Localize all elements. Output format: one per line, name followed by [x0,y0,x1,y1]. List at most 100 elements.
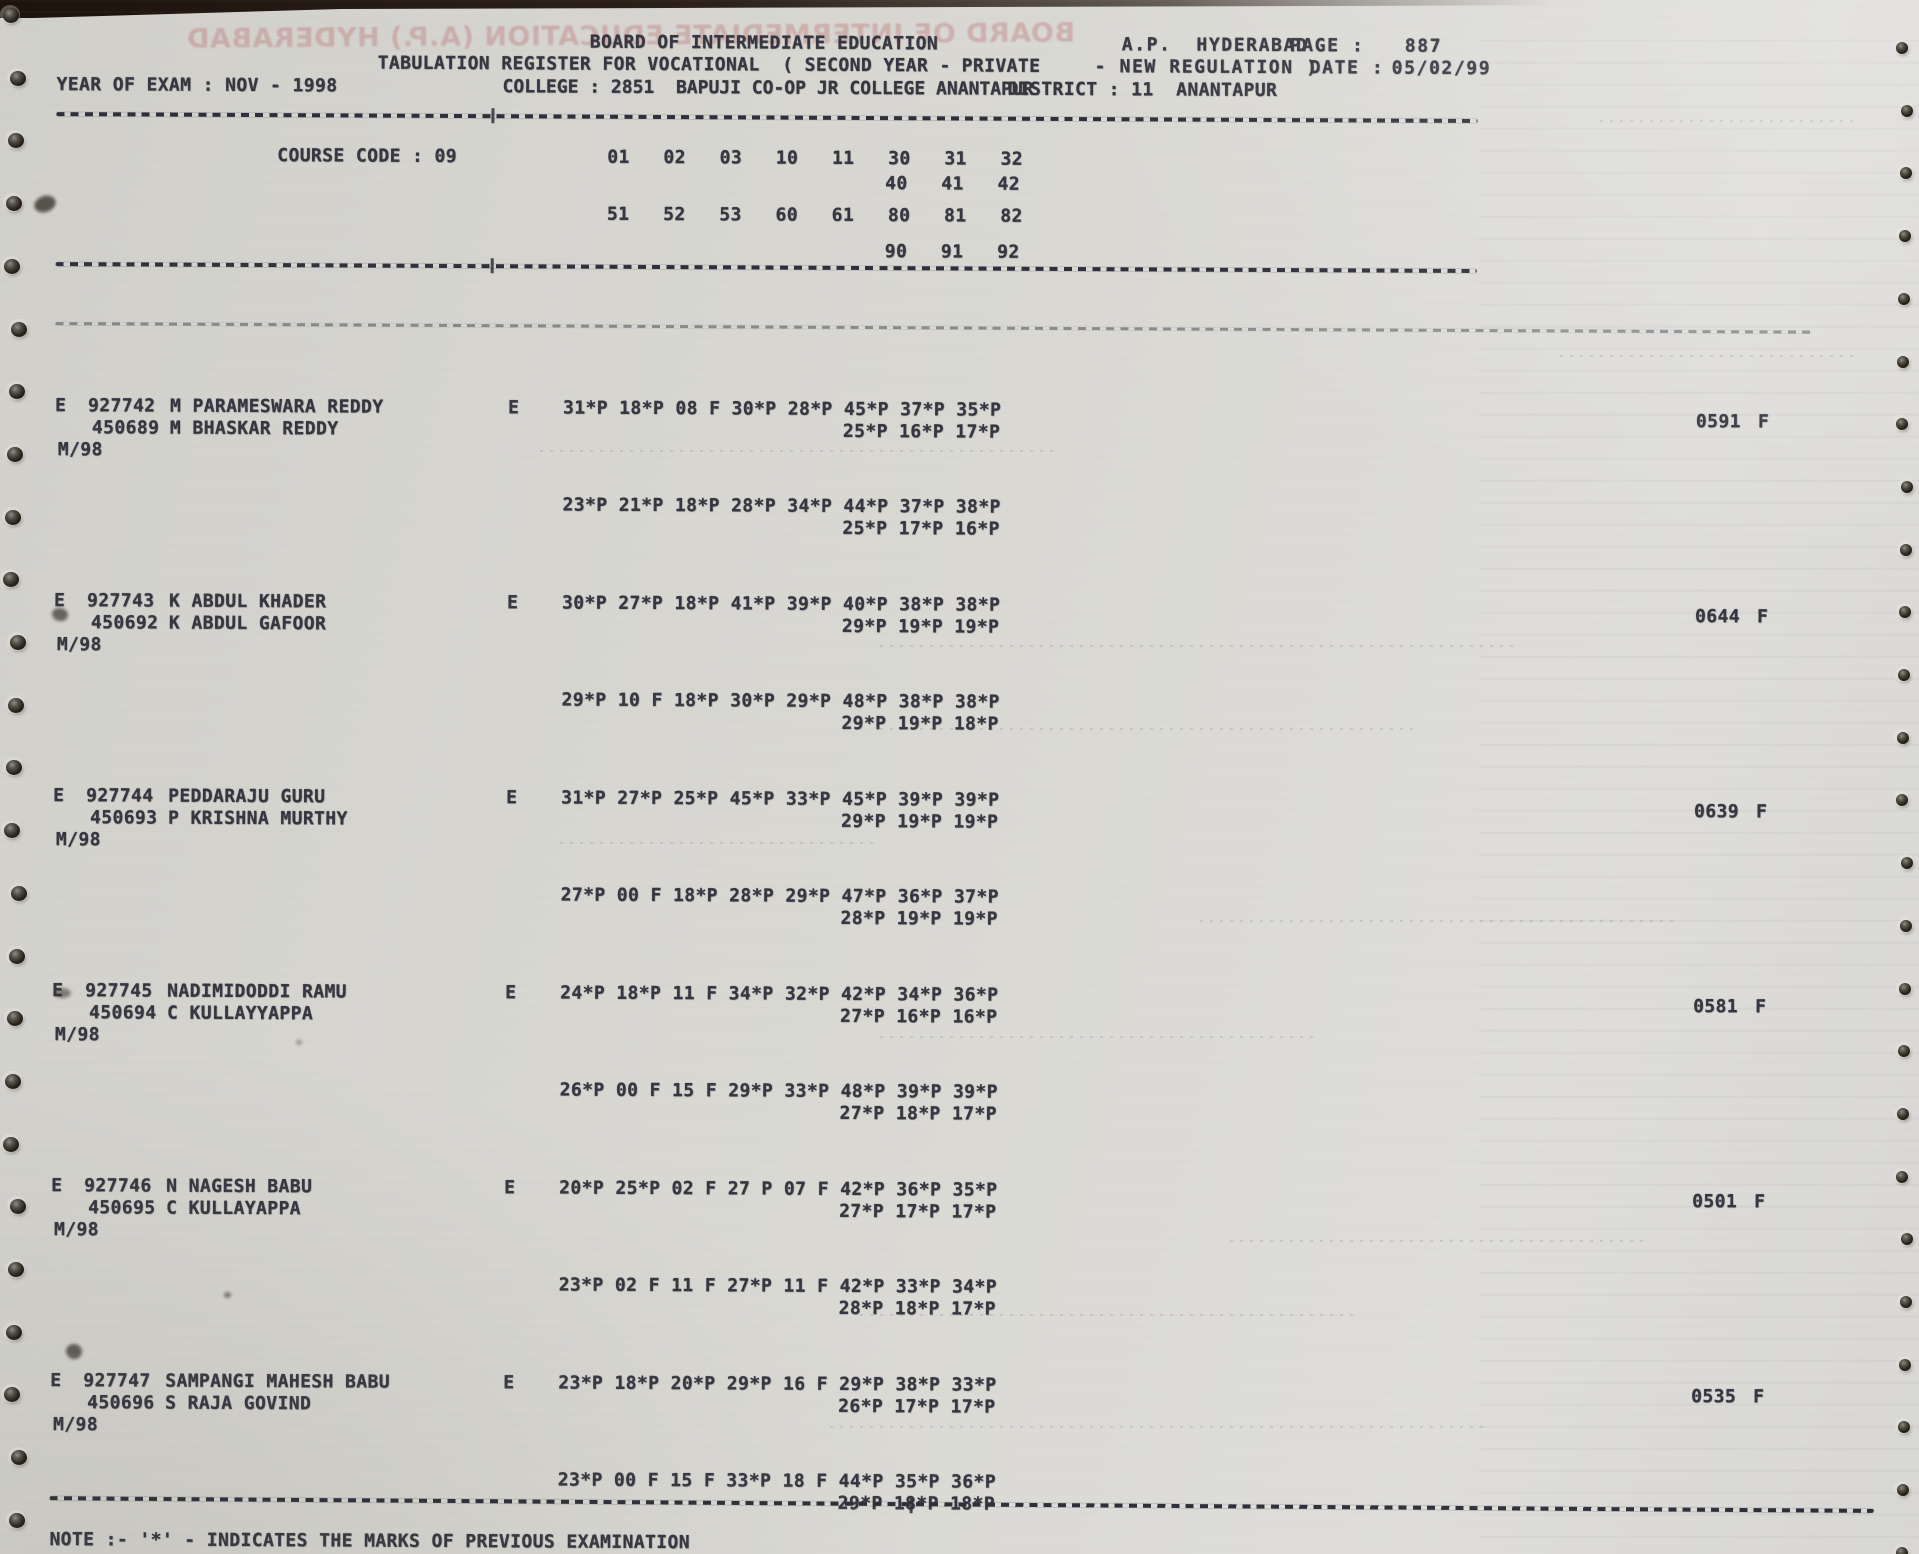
student-name: PEDDARAJU GURU [168,785,326,808]
exam-flag: E [54,395,67,417]
result-flag: F [1756,801,1768,823]
medium-flag: E [505,982,517,1004]
father-name: M BHASKAR REDDY [169,417,339,440]
medium-flag: E [507,592,519,614]
sprocket-hole-left [4,823,20,839]
sprocket-hole-left [6,760,22,776]
bleedthrough-dotted-row [1230,1240,1650,1242]
board-title: BOARD OF INTERMEDIATE EDUCATION [589,31,939,55]
sprocket-hole-left [8,1262,24,1277]
sprocket-hole-left [7,446,23,462]
date-value: 05/02/99 [1391,57,1492,80]
month-year: M/98 [54,1024,100,1046]
marks-row1-part1: 31*P 27*P 25*P 45*P 33*P 45*P 39*P 39*P [561,787,1000,811]
marks-row1-part1: 30*P 27*P 18*P 41*P 39*P 40*P 38*P 38*P [562,592,1001,616]
marks-row2-part2: 25*P 17*P 16*P [842,517,1000,540]
sprocket-hole-left [8,697,24,713]
student-record: E 927743 K ABDUL KHADER E 30*P 27*P 18*P… [0,590,1916,795]
sprocket-hole-right [1896,42,1908,54]
marks-row2-part2: 28*P 19*P 19*P [840,907,998,930]
sprocket-hole-right [1899,982,1911,995]
sprocket-hole-right [1900,167,1912,180]
previous-number: 450694 [89,1002,157,1024]
bleedthrough-dotted-row [1200,920,1680,922]
month-year: M/98 [52,1414,99,1436]
sprocket-hole-right [1897,731,1909,744]
sprocket-hole-right [1897,1107,1909,1120]
sprocket-hole-right [1898,1421,1910,1434]
sprocket-hole-left [5,509,21,525]
marks-row2-part2: 28*P 18*P 17*P [838,1297,996,1320]
sprocket-hole-left [11,1450,27,1466]
sprocket-hole-left [9,948,25,964]
board-place: A.P. HYDERABAD [1121,34,1309,57]
total-marks: 0535 [1691,1386,1737,1408]
sprocket-hole-right [1898,1045,1910,1058]
registration-number: 927742 [87,395,156,417]
father-name: C KULLAYYAPPA [166,1002,314,1025]
marks-row1-part1: 24*P 18*P 11 F 34*P 32*P 42*P 34*P 36*P [560,982,999,1006]
marks-row1-part2: 27*P 16*P 16*P [839,1005,998,1028]
subject-codes-row2: 40 41 42 [885,173,1021,195]
medium-flag: E [504,1177,516,1199]
sprocket-hole-left [10,1199,26,1215]
medium-flag: E [503,1372,515,1394]
student-name: M PARAMESWARA REDDY [169,395,384,418]
student-record: E 927744 PEDDARAJU GURU E 31*P 27*P 25*P… [0,785,1915,990]
separator-line [55,262,1477,274]
total-marks: 0591 [1695,411,1741,433]
ink-smudge [296,1040,302,1045]
footnote: NOTE :- '*' - INDICATES THE MARKS OF PRE… [49,1529,691,1554]
result-flag: F [1755,996,1767,1018]
sprocket-hole-left [6,196,22,212]
page-number: 887 [1404,35,1443,57]
sprocket-hole-right [1901,480,1913,493]
marks-row2-part1: 27*P 00 F 18*P 28*P 29*P 47*P 36*P 37*P [560,884,999,908]
year-of-exam: YEAR OF EXAM : NOV - 1998 [56,74,338,97]
marks-row1-part1: 20*P 25*P 02 F 27 P 07 F 42*P 36*P 35*P [559,1177,998,1201]
marks-row1-part1: 23*P 18*P 20*P 29*P 16 F 29*P 38*P 33*P [558,1372,997,1396]
student-name: SAMPANGI MAHESH BABU [165,1370,391,1393]
sprocket-hole-left [9,1512,25,1528]
month-year: M/98 [57,439,103,461]
register-type: PRIVATE [961,55,1041,77]
marks-row1-part2: 26*P 17*P 17*P [838,1395,996,1418]
month-year: M/98 [56,634,102,656]
marks-row2-part1: 26*P 00 F 15 F 29*P 33*P 48*P 39*P 39*P [559,1079,998,1103]
result-flag: F [1757,411,1770,433]
faint-separator-line [55,322,1812,334]
sprocket-hole-right [1899,606,1911,619]
register-regulation: - NEW REGULATION ) [1094,56,1319,79]
sprocket-hole-left [3,1136,19,1152]
date-label: DATE : [1309,57,1385,79]
sprocket-hole-left [10,70,26,86]
sprocket-hole-left [8,133,24,149]
sprocket-hole-left [10,635,26,650]
sprocket-hole-left [3,8,19,23]
previous-number: 450696 [87,1392,155,1414]
sprocket-hole-right [1900,1296,1912,1308]
student-name: N NAGESH BABU [166,1175,313,1198]
sprocket-hole-left [5,1073,21,1089]
previous-number: 450695 [88,1197,156,1219]
registration-number: 927747 [83,1370,151,1392]
registration-number: 927743 [87,590,155,612]
result-flag: F [1754,1191,1766,1213]
marks-row2-part2: 29*P 19*P 18*P [841,712,999,735]
bleedthrough-dotted-row [560,842,880,844]
sprocket-hole-right [1896,1170,1908,1183]
college-line: COLLEGE : 2851 BAPUJI CO-OP JR COLLEGE A… [502,76,1034,100]
sprocket-hole-right [1898,292,1910,305]
subject-codes-row1: 01 02 03 10 11 30 31 32 [607,146,1024,170]
exam-flag: E [50,1370,62,1392]
total-marks: 0639 [1694,801,1740,823]
ink-smudge [54,988,71,998]
registration-number: 927744 [86,785,154,807]
month-year: M/98 [55,829,101,851]
form-tick [909,1498,913,1514]
sprocket-hole-right [1899,230,1911,243]
sprocket-hole-left [11,885,27,901]
bleedthrough-dotted-row [880,1036,1320,1038]
result-flag: F [1753,1386,1765,1408]
